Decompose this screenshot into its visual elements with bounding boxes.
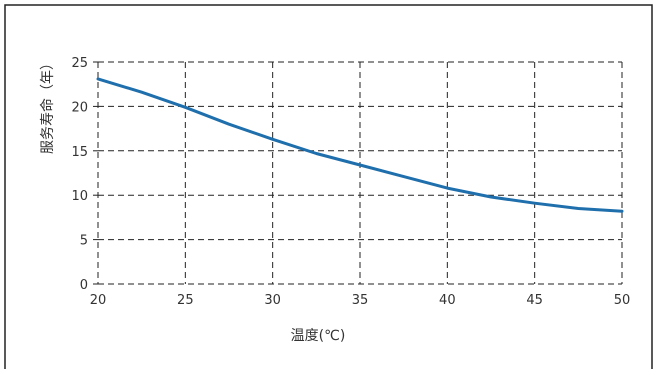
y-tick-label: 5 [80,234,88,249]
x-tick-label: 35 [352,293,369,308]
series-line [96,77,624,213]
data-point [359,164,362,167]
data-point [621,210,624,213]
data-point [97,77,100,80]
x-axis-label: 温度(℃) [291,328,346,344]
y-tick-label: 20 [71,100,88,115]
y-tick-label: 0 [80,278,88,293]
data-point [577,207,580,210]
x-tick-label: 45 [526,293,543,308]
data-point [228,123,231,126]
x-tick-labels: 20 25 30 35 40 45 50 [90,293,631,308]
y-tick-label: 25 [71,56,88,71]
grid [97,61,623,285]
y-tick-labels: 0 5 10 15 20 25 [71,56,88,293]
chart-frame-border [4,4,653,369]
y-axis-label: 服务寿命（年） [39,56,56,154]
series-group [96,77,624,213]
data-point [402,175,405,178]
y-tick-label: 15 [71,145,88,160]
data-point [140,91,143,94]
data-point [446,187,449,190]
data-point [184,106,187,109]
axes [93,61,98,285]
x-tick-label: 25 [177,293,194,308]
data-point [271,138,274,141]
x-tick-label: 30 [264,293,281,308]
x-tick-label: 50 [614,293,631,308]
y-tick-label: 10 [71,189,88,204]
data-point [533,202,536,205]
data-point [315,152,318,155]
data-point [490,196,493,199]
x-tick-label: 20 [90,293,107,308]
x-tick-label: 40 [439,293,456,308]
